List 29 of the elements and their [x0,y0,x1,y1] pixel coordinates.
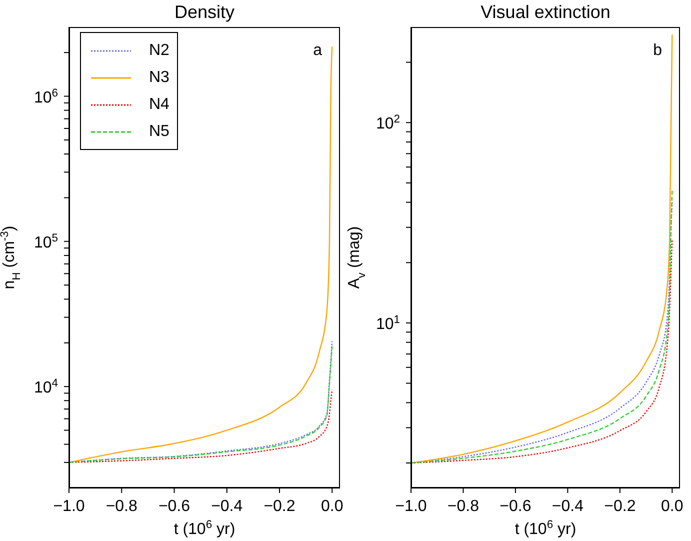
legend-label: N3 [149,68,170,86]
x-tick-label: −0.6 [500,498,532,515]
x-tick-label: −0.8 [106,498,138,515]
x-tick-label: −0.8 [447,498,480,515]
annotation: a [313,42,322,60]
x-tick-label: −0.4 [211,498,243,515]
chart-title: Density [173,2,236,23]
x-tick-label: 0.0 [661,498,684,515]
x-tick-label: −0.2 [264,498,296,515]
x-axis-title: t (10$^{6}$ yr) [174,519,236,538]
line-series [411,34,673,464]
x-tick-label: −1.0 [53,498,85,515]
x-axis-title: t (10$^{6}$ yr) [514,519,576,538]
legend-label: N5 [149,122,170,140]
legend-label: N2 [149,42,170,60]
x-tick-label: −1.0 [395,498,427,515]
y-tick-label: 10$^{6}$ [34,87,58,106]
y-tick-label: 10$^{4}$ [34,378,58,397]
x-tick-label: −0.6 [158,498,190,515]
x-tick-label: −0.2 [604,498,636,515]
x-tick-label: −0.4 [552,498,584,515]
y-tick-label: 10$^{2}$ [376,114,400,133]
x-tick-label: 0.0 [320,498,344,515]
line-series [69,46,333,464]
annotation: b [653,42,662,60]
chart-title: Visual extinction [480,2,612,23]
legend-label: N4 [149,96,170,114]
y-tick-label: 10$^{1}$ [376,314,400,333]
y-tick-label: 10$^{5}$ [34,232,58,252]
